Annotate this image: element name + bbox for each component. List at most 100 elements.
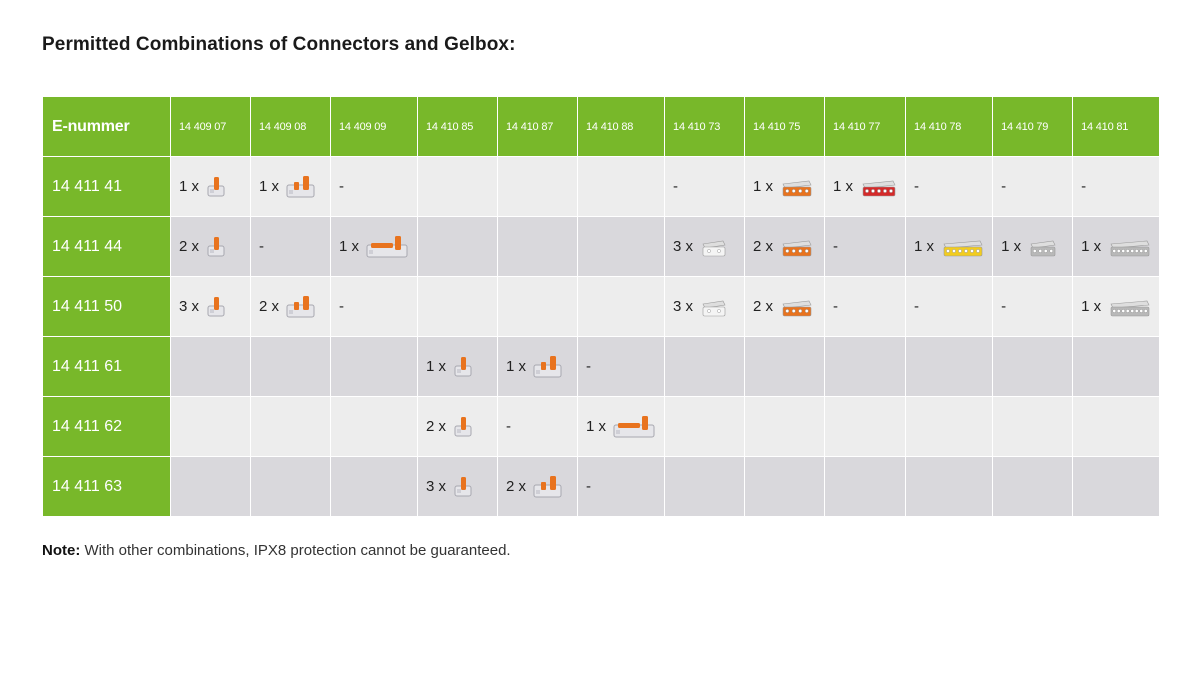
cell-content: 2 x — [753, 235, 816, 259]
table-cell: 1 x — [744, 156, 826, 217]
table-cell: - — [992, 276, 1074, 337]
combination-table: E-nummer 14 409 07 14 409 08 14 409 09 14 4… — [42, 96, 1161, 517]
table-cell: - — [577, 456, 666, 517]
not-permitted-dash: - — [339, 298, 344, 315]
footnote: Note: With other combinations, IPX8 prot… — [42, 542, 511, 559]
table-cell: - — [664, 156, 746, 217]
table-cell: 1 x — [577, 396, 666, 457]
not-permitted-dash: - — [914, 178, 920, 195]
cell-content: 2 x — [179, 235, 242, 259]
cell-content: 3 x — [673, 235, 736, 259]
table-cell — [744, 396, 826, 457]
table-cell: - — [992, 156, 1074, 217]
table-row: 14 411 63 3 x 2 x - — [42, 456, 1161, 517]
not-permitted-dash: - — [506, 418, 512, 435]
not-permitted-dash: - — [1001, 178, 1007, 195]
cell-content: 1 x — [1081, 235, 1151, 259]
table-cell — [577, 216, 666, 277]
table-cell: 2 x — [497, 456, 579, 517]
cell-content: - — [833, 238, 897, 255]
not-permitted-dash: - — [259, 238, 264, 255]
table-cell: - — [577, 336, 666, 397]
table-row: 14 411 50 3 x 2 x - 3 x 2 x - - - 1 x — [42, 276, 1161, 337]
column-header: 14 410 75 — [744, 96, 826, 157]
cell-content: - — [673, 178, 736, 195]
cell-content: 1 x — [1001, 235, 1064, 259]
quantity-label: 2 x — [259, 298, 280, 315]
quantity-label: 3 x — [426, 478, 447, 495]
table-cell — [744, 336, 826, 397]
cell-content: - — [586, 358, 656, 375]
lever-connector-small-icon — [205, 175, 227, 199]
column-header: 14 410 81 — [1072, 96, 1161, 157]
note-text: With other combinations, IPX8 protection… — [80, 542, 511, 559]
lever-connector-large-icon — [612, 414, 656, 440]
table-cell — [1072, 396, 1161, 457]
table-cell — [417, 276, 499, 337]
not-permitted-dash: - — [1081, 178, 1087, 195]
table-cell — [664, 456, 746, 517]
table-cell — [664, 396, 746, 457]
table-cell — [905, 396, 994, 457]
table-cell: 2 x — [250, 276, 331, 337]
quantity-label: 1 x — [506, 358, 527, 375]
column-header: 14 409 08 — [250, 96, 331, 157]
quantity-label: 1 x — [833, 178, 854, 195]
cell-content: 2 x — [506, 474, 569, 500]
cell-content: - — [914, 178, 984, 195]
quantity-label: 2 x — [506, 478, 527, 495]
quantity-label: 1 x — [179, 178, 200, 195]
note-label: Note: — [42, 542, 81, 559]
lever-connector-small-icon — [452, 355, 474, 379]
table-header-row: E-nummer 14 409 07 14 409 08 14 409 09 14 4… — [42, 96, 1161, 157]
table-cell — [577, 156, 666, 217]
table-cell: 3 x — [417, 456, 499, 517]
lever-connector-small-icon — [205, 235, 227, 259]
quantity-label: 3 x — [673, 238, 694, 255]
table-cell: 3 x — [170, 276, 251, 337]
push-connector-yellow-icon — [940, 235, 984, 259]
table-cell — [992, 396, 1074, 457]
lever-connector-small-icon — [205, 295, 227, 319]
cell-content: 3 x — [179, 295, 242, 319]
cell-content: - — [259, 238, 322, 255]
table-cell — [577, 276, 666, 337]
cell-content: 1 x — [506, 354, 569, 380]
table-cell — [417, 216, 499, 277]
row-header: 14 411 62 — [42, 396, 171, 457]
quantity-label: 1 x — [1001, 238, 1022, 255]
page-title: Permitted Combinations of Connectors and… — [42, 34, 516, 55]
cell-content: - — [506, 418, 569, 435]
push-connector-red-icon — [859, 175, 897, 199]
table-cell — [497, 276, 579, 337]
column-header: 14 410 73 — [664, 96, 746, 157]
table-cell — [250, 396, 331, 457]
table-cell: 1 x — [824, 156, 907, 217]
push-connector-white-icon — [699, 295, 727, 319]
quantity-label: 1 x — [1081, 298, 1102, 315]
cell-content: 1 x — [179, 175, 242, 199]
table-cell: 2 x — [744, 216, 826, 277]
not-permitted-dash: - — [833, 298, 839, 315]
table-cell — [497, 216, 579, 277]
table-cell — [992, 456, 1074, 517]
column-header: 14 410 77 — [824, 96, 907, 157]
table-cell — [170, 336, 251, 397]
cell-content: 1 x — [914, 235, 984, 259]
column-header: 14 410 88 — [577, 96, 666, 157]
table-cell: 1 x — [905, 216, 994, 277]
table-cell: - — [250, 216, 331, 277]
cell-content: 2 x — [426, 415, 489, 439]
push-connector-grey-large-icon — [1107, 235, 1151, 259]
lever-connector-small-icon — [452, 415, 474, 439]
cell-content: - — [833, 298, 897, 315]
cell-content: - — [1001, 298, 1064, 315]
cell-content: - — [914, 298, 984, 315]
table-cell: - — [329, 276, 419, 337]
not-permitted-dash: - — [833, 238, 839, 255]
quantity-label: 2 x — [753, 298, 774, 315]
table-cell: 1 x — [329, 216, 419, 277]
table-cell — [250, 336, 331, 397]
table-cell: 1 x — [1072, 276, 1161, 337]
table-cell: 3 x — [664, 276, 746, 337]
